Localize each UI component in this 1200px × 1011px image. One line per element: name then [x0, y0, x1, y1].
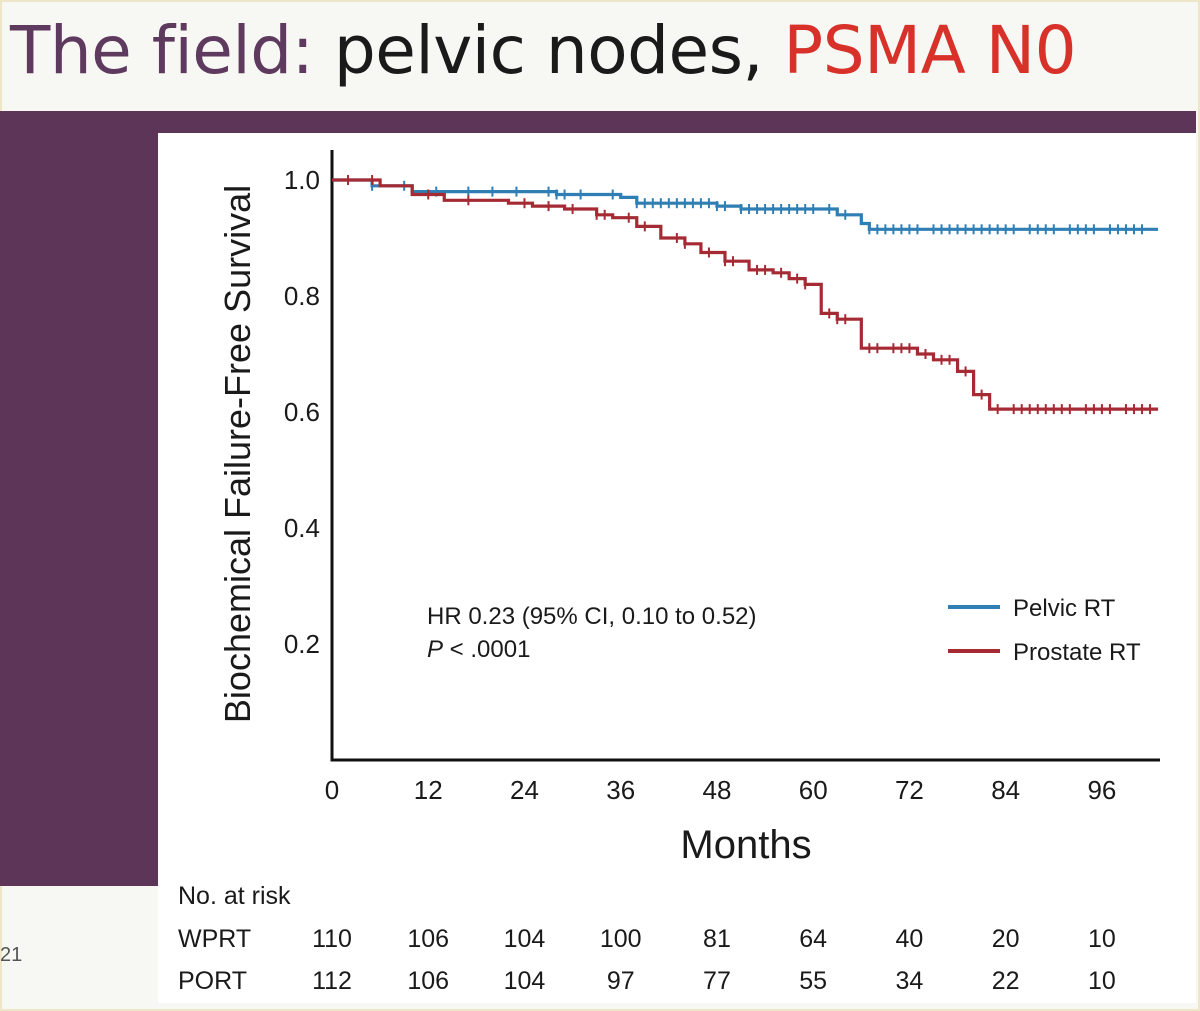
risk-cell-port: 97: [606, 967, 635, 995]
risk-row-label-wprt: WPRT: [178, 925, 252, 953]
x-tick-label: 96: [1087, 775, 1116, 805]
risk-cell-wprt: 81: [703, 925, 731, 953]
y-tick-label: 0.8: [284, 281, 320, 311]
risk-cell-wprt: 40: [895, 925, 924, 953]
risk-cell-port: 104: [503, 967, 546, 995]
risk-cell-port: 34: [895, 967, 924, 995]
title-part-pelvic-nodes: pelvic nodes,: [313, 12, 764, 89]
legend-label-pelvic-rt: Pelvic RT: [1013, 595, 1116, 622]
risk-cell-wprt: 106: [407, 925, 450, 953]
y-tick-label: 1.0: [284, 165, 320, 195]
sidebar-panel: [0, 111, 158, 886]
tick-labels: 0 12 24 36 48 60 72 84 96 0.2 0.4 0.6 0.8 1.0: [284, 165, 1117, 805]
risk-cell-port: 112: [312, 967, 352, 995]
x-axis-label: Months: [680, 823, 811, 867]
x-tick-label: 60: [799, 775, 828, 805]
slide-title: The field: pelvic nodes, PSMA N0: [10, 8, 1077, 94]
series-layer: [332, 175, 1159, 415]
risk-row-label-port: PORT: [178, 967, 247, 995]
risk-cell-wprt: 104: [503, 925, 546, 953]
x-tick-label: 24: [510, 775, 539, 805]
header-band: [0, 111, 1196, 133]
hr-annotation: HR 0.23 (95% CI, 0.10 to 0.52): [427, 603, 757, 630]
risk-cell-port: 10: [1088, 967, 1116, 995]
p-value: < .0001: [443, 636, 530, 663]
x-tick-label: 72: [895, 775, 924, 805]
y-axis-label: Biochemical Failure-Free Survival: [217, 185, 258, 723]
series-line-prostate-rt: [332, 178, 1159, 411]
slide-number: 21: [0, 944, 23, 966]
chart-axes: [330, 150, 1160, 762]
y-tick-label: 0.6: [284, 397, 320, 427]
risk-cell-port: 22: [991, 967, 1020, 995]
y-tick-label: 0.2: [284, 629, 320, 659]
p-label: P: [427, 636, 443, 663]
x-tick-label: 36: [606, 775, 635, 805]
x-tick-label: 0: [325, 775, 339, 805]
x-tick-label: 84: [991, 775, 1020, 805]
risk-cell-port: 77: [703, 967, 731, 995]
title-part-psma-n0: PSMA N0: [762, 12, 1077, 89]
series-line-pelvic-rt: [332, 178, 1159, 231]
risk-cell-wprt: 64: [799, 925, 828, 953]
p-value-annotation: P < .0001: [427, 636, 530, 663]
risk-cell-wprt: 10: [1088, 925, 1116, 953]
risk-cell-wprt: 100: [599, 925, 642, 953]
y-tick-label: 0.4: [284, 513, 320, 543]
legend-label-prostate-rt: Prostate RT: [1013, 639, 1141, 666]
chart-legend: Pelvic RT Prostate RT: [948, 595, 1141, 666]
risk-cell-wprt: 110: [312, 925, 352, 953]
risk-cell-wprt: 20: [991, 925, 1020, 953]
risk-cell-port: 55: [799, 967, 828, 995]
x-tick-label: 12: [414, 775, 443, 805]
risk-table-title: No. at risk: [178, 882, 291, 910]
risk-cell-port: 106: [407, 967, 450, 995]
title-part-field: The field:: [10, 12, 314, 89]
x-tick-label: 48: [702, 775, 731, 805]
